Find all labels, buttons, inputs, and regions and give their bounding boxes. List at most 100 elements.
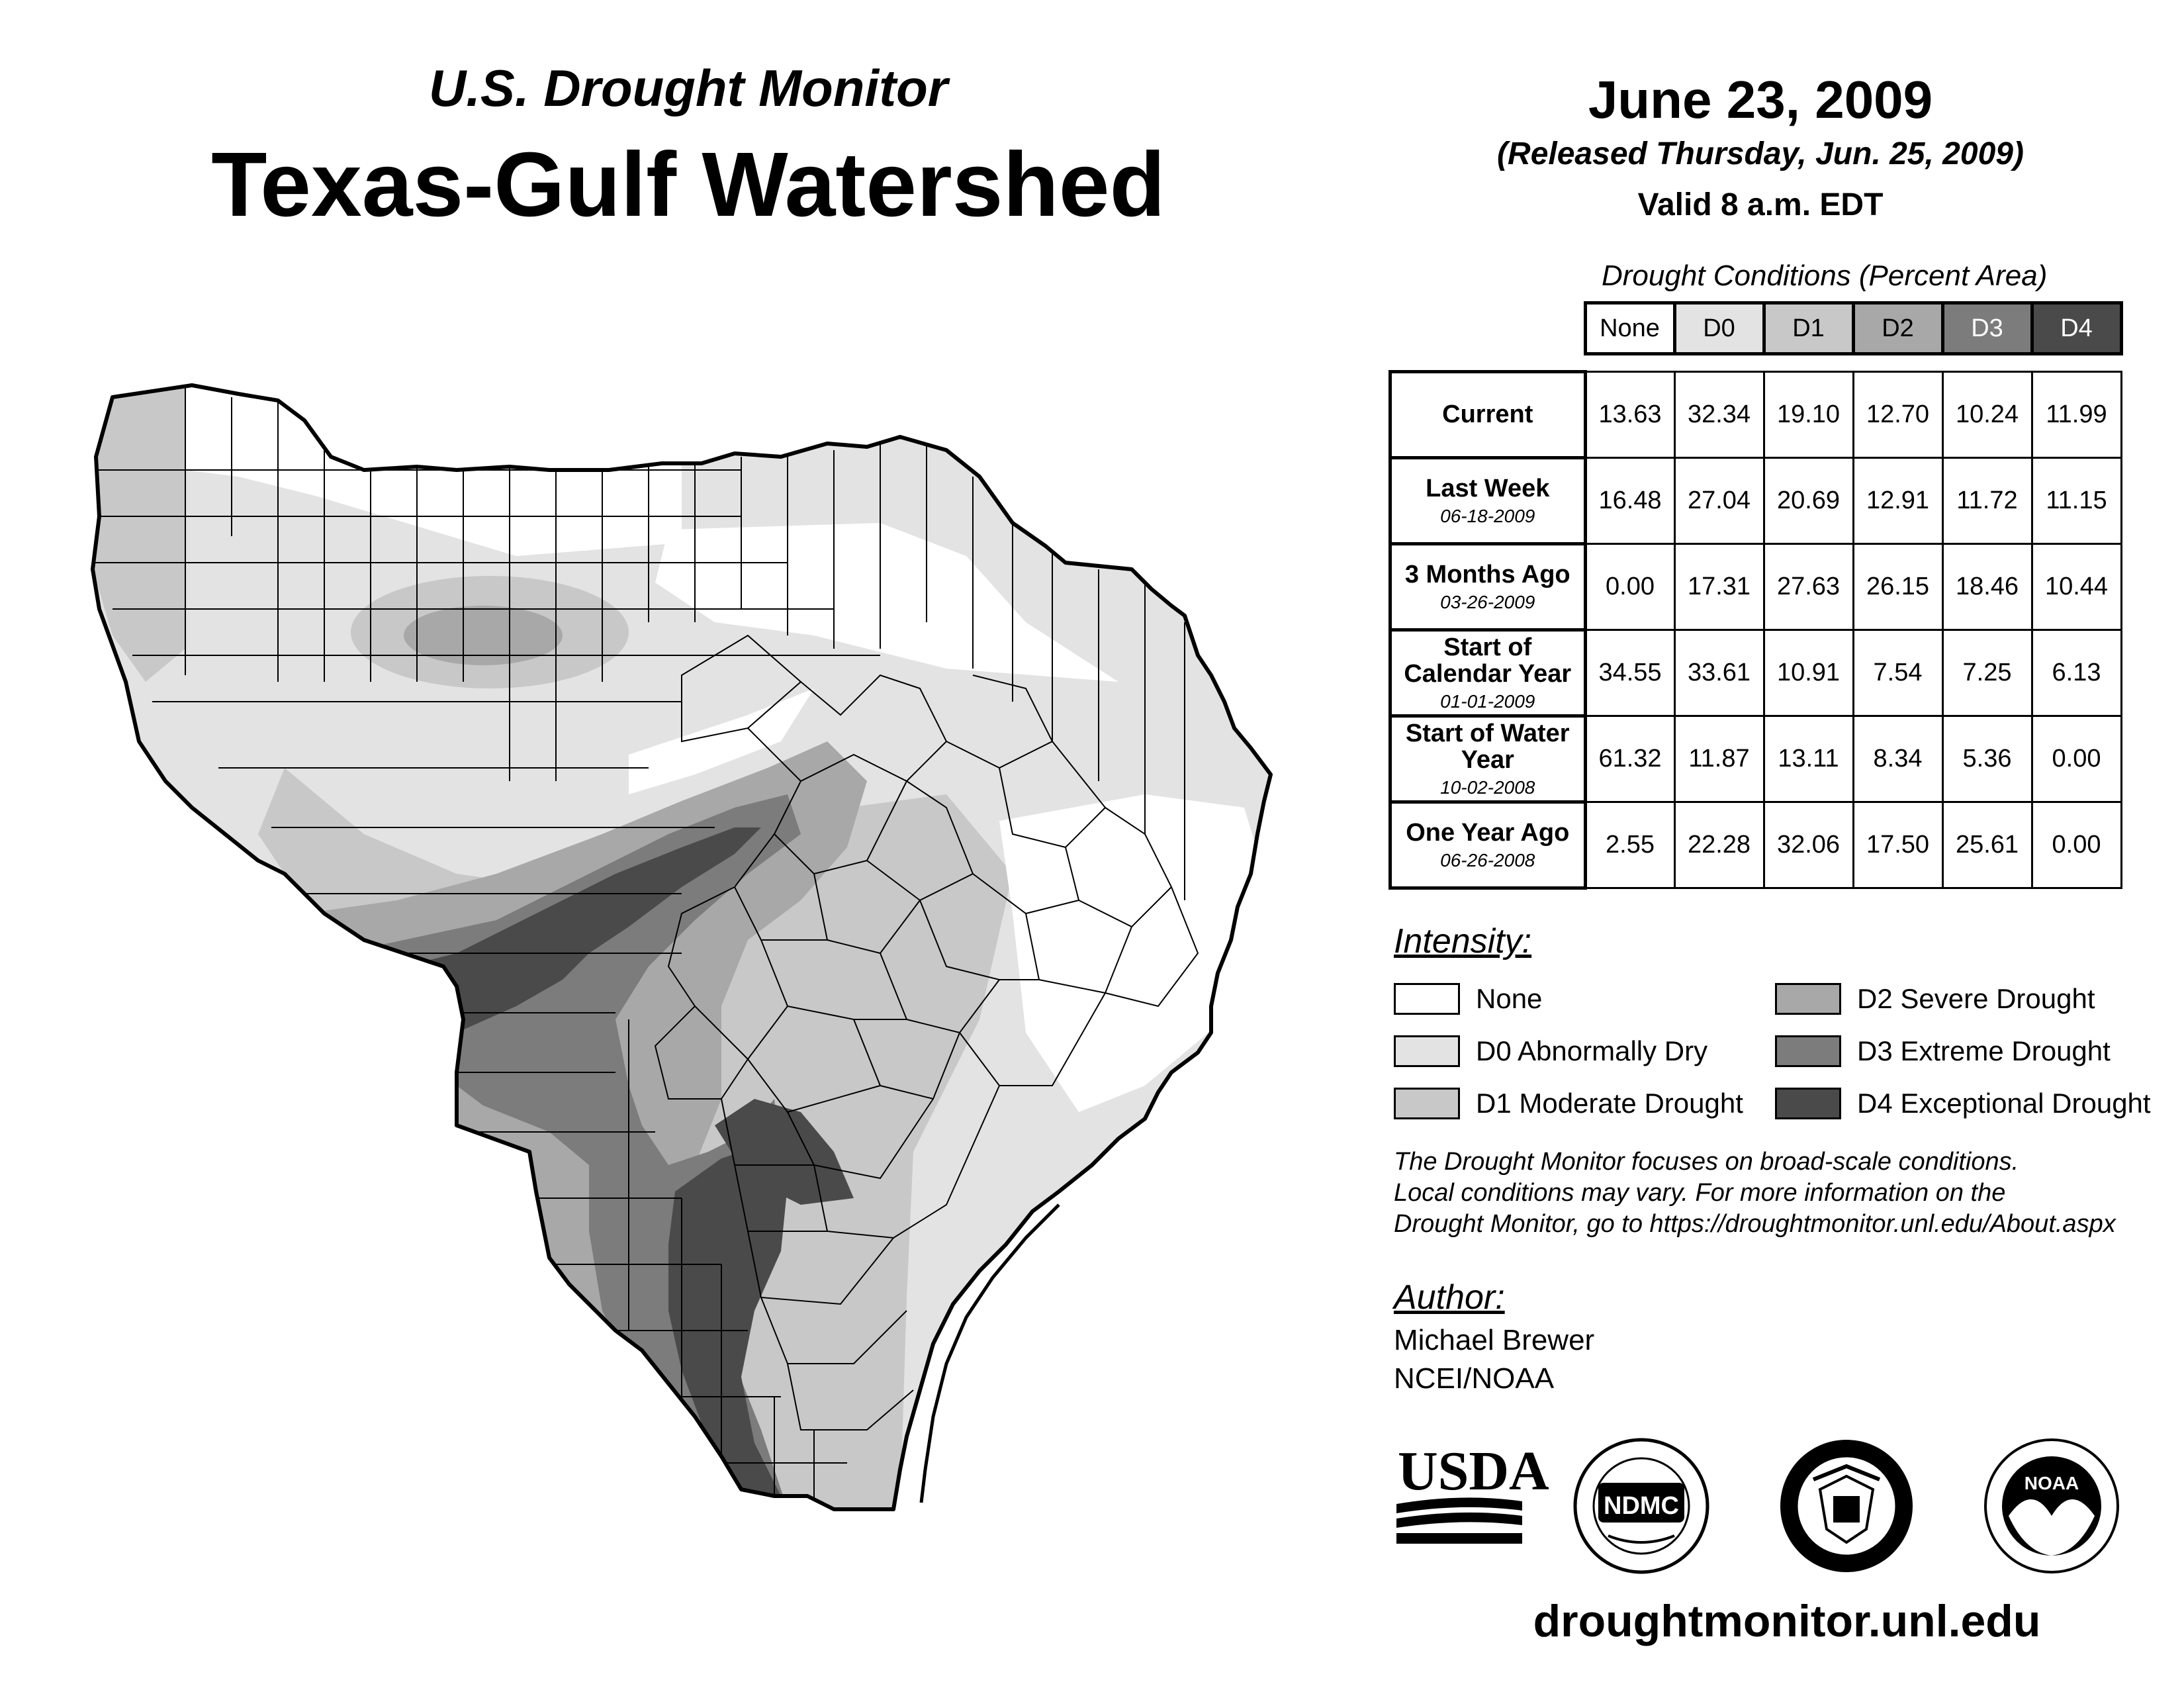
table-cell: 11.15: [2030, 457, 2122, 545]
table-body: Current 13.63 32.34 19.10 12.70 10.24 11.99 Las…: [1388, 370, 2122, 890]
legend-label: None: [1476, 983, 1543, 1014]
department-of-commerce-seal: [1780, 1440, 1913, 1572]
author-name: Michael Brewer: [1394, 1324, 1595, 1356]
release-date: (Released Thursday, Jun. 25, 2009): [1497, 136, 2024, 171]
table-cell: 18.46: [1941, 543, 2033, 631]
table-cell: 7.54: [1852, 629, 1944, 717]
row-label: Last Week 06-18-2009: [1388, 456, 1587, 545]
column-header-d1: D1: [1762, 301, 1855, 355]
ndmc-logo: NDMC: [1573, 1438, 1709, 1574]
table-row: Current 13.63 32.34 19.10 12.70 10.24 11.99: [1388, 370, 2122, 459]
map-title: Texas-Gulf Watershed: [211, 134, 1165, 236]
table-cell: 5.36: [1941, 715, 2033, 803]
table-cell: 25.61: [1941, 801, 2033, 889]
legend-item-d0: D0 Abnormally Dry: [1394, 1035, 1707, 1067]
table-cell: 10.91: [1762, 629, 1854, 717]
legend-swatch: [1394, 983, 1460, 1015]
table-row: Last Week 06-18-2009 16.48 27.04 20.69 12.91 1…: [1388, 456, 2122, 545]
legend-swatch: [1775, 1035, 1841, 1067]
legend-label: D3 Extreme Drought: [1857, 1035, 2111, 1066]
table-cell: 0.00: [2030, 715, 2122, 803]
table-cell: 2.55: [1584, 801, 1676, 889]
drought-conditions-table: None D0 D1 D2 D3 D4 Current 13.63 32.34 19.…: [1388, 301, 2123, 890]
noaa-text: NOAA: [2025, 1473, 2079, 1493]
table-cell: 8.34: [1852, 715, 1944, 803]
legend-swatch: [1775, 983, 1841, 1015]
row-label: One Year Ago 06-26-2008: [1388, 800, 1587, 890]
table-cell: 34.55: [1584, 629, 1676, 717]
table-cell: 10.24: [1941, 371, 2033, 459]
legend-swatch: [1775, 1088, 1841, 1119]
table-cell: 26.15: [1852, 543, 1944, 631]
valid-time: Valid 8 a.m. EDT: [1637, 187, 1884, 222]
usda-logo: USDA: [1396, 1440, 1549, 1544]
table-cell: 11.99: [2030, 371, 2122, 459]
note-line: Drought Monitor, go to https://droughtmo…: [1394, 1210, 2116, 1238]
drought-map: [91, 383, 1273, 1511]
disclaimer-note: The Drought Monitor focuses on broad-sca…: [1394, 1147, 2175, 1240]
table-cell: 17.31: [1673, 543, 1765, 631]
table-caption: Drought Conditions (Percent Area): [1602, 259, 2048, 292]
legend-item-d1: D1 Moderate Drought: [1394, 1088, 1743, 1119]
table-cell: 19.10: [1762, 371, 1854, 459]
note-line: Local conditions may vary. For more info…: [1394, 1179, 2006, 1207]
row-label-date: 10-02-2008: [1440, 776, 1535, 798]
table-cell: 10.44: [2030, 543, 2122, 631]
table-cell: 27.63: [1762, 543, 1854, 631]
author-organization: NCEI/NOAA: [1394, 1362, 1555, 1395]
row-label-text: Start of Water Year: [1405, 719, 1570, 774]
partner-logos: USDA NDMC NOAA: [1396, 1438, 2119, 1574]
table-cell: 11.72: [1941, 457, 2033, 545]
column-header-d4: D4: [2030, 301, 2123, 355]
table-cell: 61.32: [1584, 715, 1676, 803]
legend-item-d4: D4 Exceptional Drought: [1775, 1088, 2151, 1119]
row-label-date: 06-26-2008: [1440, 849, 1535, 870]
table-cell: 13.11: [1762, 715, 1854, 803]
row-label: Start of Calendar Year 01-01-2009: [1388, 628, 1587, 718]
map-subtitle: U.S. Drought Monitor: [428, 59, 948, 117]
row-label-date: 03-26-2009: [1440, 591, 1535, 612]
table-cell: 6.13: [2030, 629, 2122, 717]
row-label-text: Start of Calendar Year: [1404, 633, 1572, 688]
legend-title: Intensity:: [1394, 922, 1532, 961]
table-row: 3 Months Ago 03-26-2009 0.00 17.31 27.63 26.1…: [1388, 542, 2122, 632]
table-row: Start of Calendar Year 01-01-2009 34.55 33.…: [1388, 628, 2122, 718]
row-label: Start of Water Year 10-02-2008: [1388, 714, 1587, 804]
author-heading: Author:: [1394, 1278, 1505, 1317]
legend-swatch: [1394, 1035, 1460, 1067]
legend-label: D0 Abnormally Dry: [1476, 1035, 1708, 1066]
column-header-none: None: [1583, 301, 1676, 355]
noaa-logo: NOAA: [1984, 1438, 2119, 1573]
legend-item-d2: D2 Severe Drought: [1775, 983, 2095, 1015]
ndmc-text: NDMC: [1604, 1492, 1679, 1520]
row-label-text: 3 Months Ago: [1404, 560, 1570, 588]
table-cell: 20.69: [1762, 457, 1854, 545]
column-header-d2: D2: [1851, 301, 1944, 355]
table-cell: 13.63: [1584, 371, 1676, 459]
table-cell: 32.06: [1762, 801, 1854, 889]
table-cell: 0.00: [2030, 801, 2122, 889]
table-cell: 27.04: [1673, 457, 1765, 545]
legend-item-none: None: [1394, 983, 1542, 1015]
table-cell: 12.91: [1852, 457, 1944, 545]
usda-text: USDA: [1398, 1440, 1549, 1502]
table-corner: [1390, 303, 1586, 354]
table-cell: 22.28: [1673, 801, 1765, 889]
row-label-text: Current: [1442, 400, 1533, 428]
column-header-d0: D0: [1672, 301, 1766, 355]
map-date: June 23, 2009: [1588, 70, 1933, 129]
row-label-date: 01-01-2009: [1440, 690, 1535, 712]
row-label-date: 06-18-2009: [1440, 505, 1535, 526]
row-label-text: One Year Ago: [1406, 818, 1570, 847]
note-line: The Drought Monitor focuses on broad-sca…: [1394, 1148, 2019, 1176]
legend-label: D2 Severe Drought: [1857, 983, 2095, 1014]
row-label: 3 Months Ago 03-26-2009: [1388, 542, 1587, 632]
table-row: One Year Ago 06-26-2008 2.55 22.28 32.06 17.5…: [1388, 800, 2122, 890]
website-url[interactable]: droughtmonitor.unl.edu: [1533, 1596, 2041, 1646]
legend-label: D4 Exceptional Drought: [1857, 1088, 2151, 1119]
table-cell: 7.25: [1941, 629, 2033, 717]
row-label: Current: [1388, 370, 1587, 459]
table-cell: 16.48: [1584, 457, 1676, 545]
legend-item-d3: D3 Extreme Drought: [1775, 1035, 2111, 1067]
column-header-d3: D3: [1940, 301, 2034, 355]
